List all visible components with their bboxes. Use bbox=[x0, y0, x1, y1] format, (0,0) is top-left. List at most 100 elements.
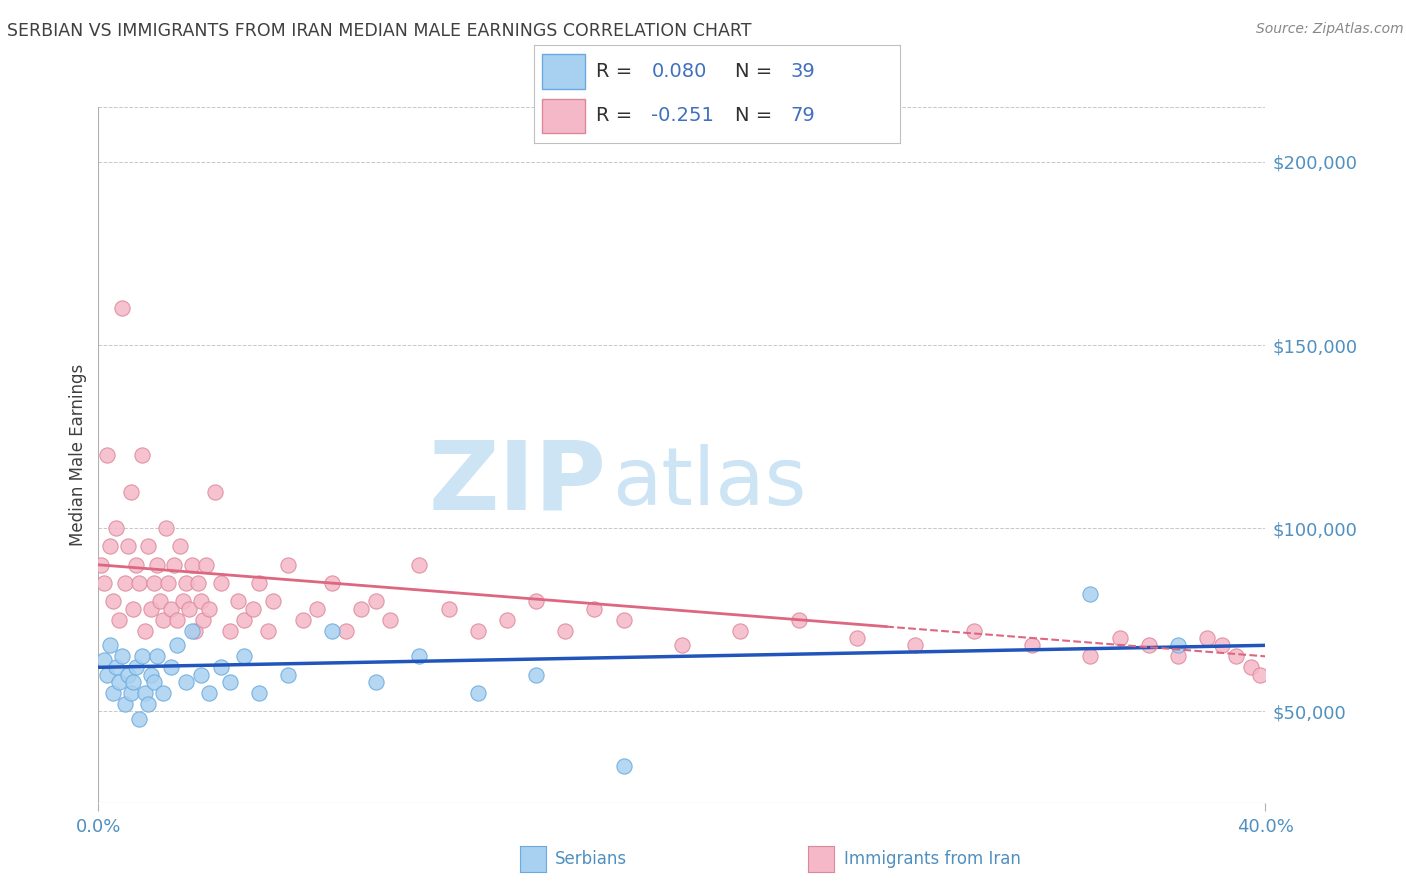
Point bbox=[364, 675, 387, 690]
Point bbox=[96, 667, 118, 681]
Point bbox=[1137, 638, 1160, 652]
Point bbox=[247, 576, 270, 591]
Point bbox=[108, 675, 131, 690]
Point bbox=[233, 649, 256, 664]
Point bbox=[467, 686, 489, 700]
Point bbox=[166, 638, 188, 652]
Point bbox=[787, 613, 810, 627]
Point bbox=[277, 667, 299, 681]
Point bbox=[139, 601, 162, 615]
Point bbox=[845, 631, 868, 645]
Point bbox=[134, 686, 156, 700]
Point bbox=[524, 594, 547, 608]
Point bbox=[111, 301, 134, 316]
Point bbox=[120, 686, 142, 700]
Point bbox=[228, 594, 250, 608]
Point bbox=[142, 675, 165, 690]
Point bbox=[728, 624, 751, 638]
Point bbox=[437, 601, 460, 615]
Point bbox=[157, 576, 180, 591]
Point bbox=[1240, 660, 1263, 674]
Point bbox=[98, 540, 121, 554]
Point bbox=[146, 558, 169, 572]
Text: atlas: atlas bbox=[612, 443, 806, 522]
Point bbox=[612, 759, 634, 773]
Text: Serbians: Serbians bbox=[555, 850, 627, 868]
Text: 39: 39 bbox=[790, 62, 815, 80]
Point bbox=[163, 558, 186, 572]
Point bbox=[139, 667, 162, 681]
Point bbox=[1211, 638, 1233, 652]
Point bbox=[671, 638, 693, 652]
Point bbox=[96, 448, 118, 462]
Point bbox=[172, 594, 194, 608]
Point bbox=[93, 576, 115, 591]
Point bbox=[233, 613, 256, 627]
Point bbox=[155, 521, 177, 535]
Point bbox=[180, 624, 202, 638]
Point bbox=[101, 686, 124, 700]
Point bbox=[122, 675, 145, 690]
Point bbox=[262, 594, 284, 608]
Point bbox=[128, 712, 150, 726]
Text: N =: N = bbox=[735, 106, 779, 125]
Point bbox=[256, 624, 278, 638]
Text: 0.080: 0.080 bbox=[651, 62, 707, 80]
Point bbox=[467, 624, 489, 638]
Point bbox=[114, 576, 136, 591]
Point bbox=[152, 686, 174, 700]
Point bbox=[247, 686, 270, 700]
Point bbox=[101, 594, 124, 608]
Point bbox=[408, 649, 430, 664]
Point bbox=[131, 649, 153, 664]
Point bbox=[122, 601, 145, 615]
Y-axis label: Median Male Earnings: Median Male Earnings bbox=[69, 364, 87, 546]
Point bbox=[321, 624, 343, 638]
Point bbox=[93, 653, 115, 667]
Point bbox=[904, 638, 927, 652]
Point bbox=[114, 697, 136, 711]
Point bbox=[104, 521, 127, 535]
Point bbox=[160, 660, 183, 674]
Point bbox=[193, 613, 215, 627]
Point bbox=[187, 576, 209, 591]
FancyBboxPatch shape bbox=[541, 54, 585, 89]
Point bbox=[1249, 667, 1271, 681]
Point bbox=[495, 613, 517, 627]
Point bbox=[117, 667, 139, 681]
Point bbox=[1080, 587, 1102, 601]
Point bbox=[125, 558, 148, 572]
Text: N =: N = bbox=[735, 62, 779, 80]
Point bbox=[364, 594, 387, 608]
Point bbox=[408, 558, 430, 572]
Point bbox=[962, 624, 984, 638]
Text: SERBIAN VS IMMIGRANTS FROM IRAN MEDIAN MALE EARNINGS CORRELATION CHART: SERBIAN VS IMMIGRANTS FROM IRAN MEDIAN M… bbox=[7, 22, 752, 40]
Point bbox=[149, 594, 172, 608]
Text: R =: R = bbox=[596, 62, 638, 80]
Point bbox=[120, 484, 142, 499]
Point bbox=[307, 601, 329, 615]
Point bbox=[131, 448, 153, 462]
Point bbox=[134, 624, 156, 638]
Text: Immigrants from Iran: Immigrants from Iran bbox=[844, 850, 1021, 868]
Point bbox=[291, 613, 314, 627]
Point bbox=[350, 601, 373, 615]
Point bbox=[177, 601, 200, 615]
Point bbox=[90, 558, 112, 572]
Point bbox=[218, 624, 240, 638]
Point bbox=[152, 613, 174, 627]
Point bbox=[190, 594, 212, 608]
Point bbox=[104, 660, 127, 674]
Point bbox=[195, 558, 218, 572]
Point bbox=[111, 649, 134, 664]
Point bbox=[335, 624, 357, 638]
Point bbox=[1167, 649, 1189, 664]
Point bbox=[1167, 638, 1189, 652]
Point bbox=[174, 576, 197, 591]
Point bbox=[128, 576, 150, 591]
Point bbox=[98, 638, 121, 652]
Point bbox=[321, 576, 343, 591]
Point bbox=[1080, 649, 1102, 664]
Point bbox=[136, 697, 159, 711]
Text: ZIP: ZIP bbox=[429, 436, 606, 529]
